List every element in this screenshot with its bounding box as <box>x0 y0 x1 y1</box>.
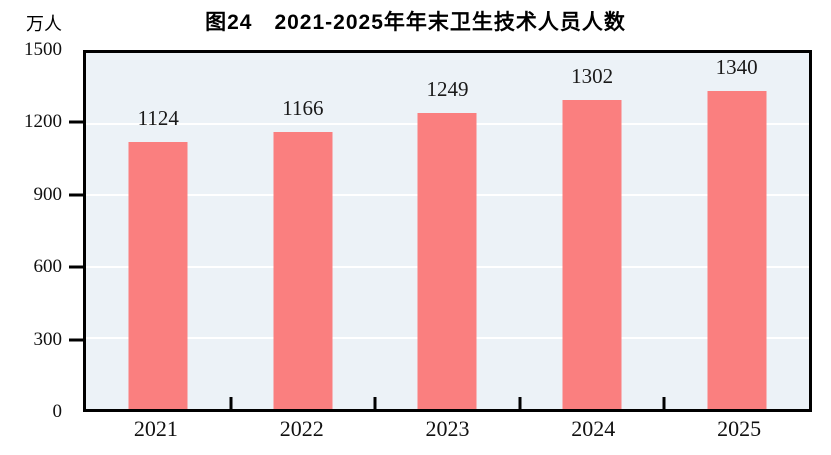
bar-2025 <box>707 90 767 409</box>
bar-value-label: 1166 <box>282 96 324 121</box>
bar-cell-2025: 1340 <box>664 53 809 409</box>
bar-value-label: 1124 <box>137 106 179 131</box>
y-axis-tick-mark <box>69 265 83 269</box>
x-axis-tick-mark <box>229 397 233 409</box>
bar-value-label: 1302 <box>571 64 614 88</box>
bar-value-label: 1249 <box>426 76 469 101</box>
y-axis-tick-mark <box>69 193 83 197</box>
x-axis-label: 2022 <box>279 416 324 441</box>
y-axis-tick-label: 900 <box>33 183 63 205</box>
x-axis-label: 2025 <box>717 416 762 441</box>
x-axis-tick-mark <box>662 397 666 409</box>
bar-2024 <box>562 100 622 409</box>
x-axis-tick-mark <box>373 397 377 409</box>
y-axis-tick-label: 1500 <box>24 39 62 60</box>
y-axis-unit-label: 万人 <box>26 14 62 34</box>
y-axis-tick-label: 600 <box>33 256 63 278</box>
x-axis-tick-mark <box>518 397 522 409</box>
bar-value-label: 1340 <box>715 54 758 79</box>
y-axis-tick-label: 1200 <box>24 111 62 133</box>
bar-cell-2021: 1124 <box>86 53 231 409</box>
x-axis-label: 2023 <box>425 416 470 441</box>
bar-cell-2022: 1166 <box>231 53 376 409</box>
bar-2021 <box>128 142 188 409</box>
x-axis-label: 2021 <box>133 416 178 441</box>
bar-cell-2023: 1249 <box>375 53 520 409</box>
y-axis-tick-label: 300 <box>33 328 63 350</box>
x-axis-labels: 2021 2022 2023 2024 2025 <box>83 416 812 442</box>
y-axis-labels: 0 300 600 900 1200 1500 <box>0 39 63 422</box>
y-axis-tick-label: 0 <box>52 401 63 422</box>
plot-cells: 1124 1166 1249 1302 1340 <box>86 53 809 409</box>
bar-2023 <box>417 112 477 409</box>
y-axis-ticks <box>69 50 83 412</box>
chart-title: 图24 2021-2025年年末卫生技术人员人数 <box>205 11 626 34</box>
y-axis-tick-mark <box>69 338 83 342</box>
x-axis-label: 2024 <box>571 416 616 441</box>
bar-cell-2024: 1302 <box>520 53 665 409</box>
y-axis-tick-mark <box>69 120 83 124</box>
plot-area: 1124 1166 1249 1302 1340 <box>83 50 812 412</box>
bar-2022 <box>273 132 333 409</box>
